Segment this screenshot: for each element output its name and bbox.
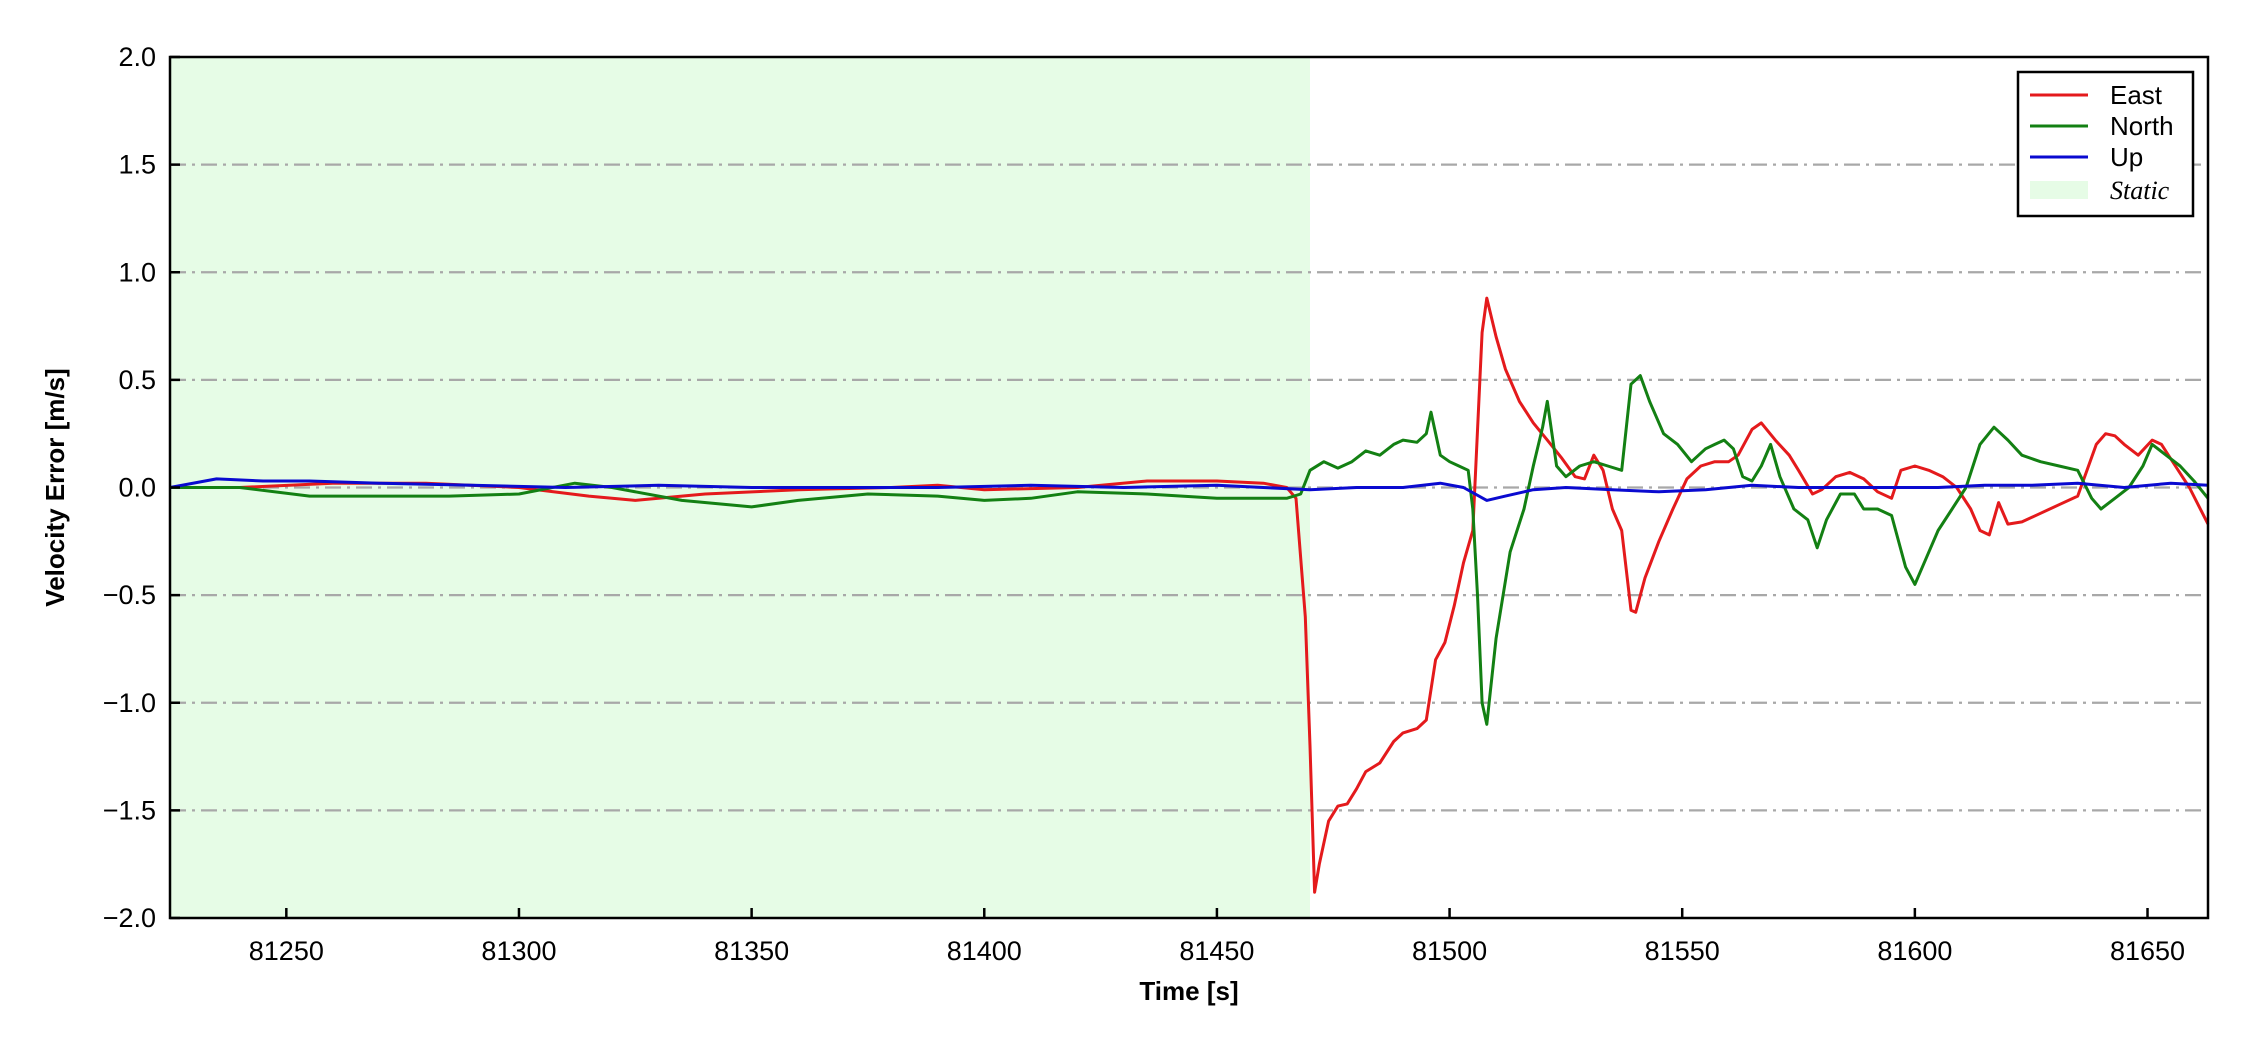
- x-tick-label: 81450: [1179, 936, 1254, 966]
- y-tick-label: 0.5: [118, 365, 156, 395]
- x-tick-label: 81400: [947, 936, 1022, 966]
- x-tick-label: 81500: [1412, 936, 1487, 966]
- legend-label-north: North: [2110, 111, 2174, 141]
- series-line-up: [169, 477, 2209, 502]
- x-tick-label: 81250: [249, 936, 324, 966]
- x-tick-label: 81300: [481, 936, 556, 966]
- y-tick-label: −2.0: [103, 903, 156, 933]
- y-tick-label: 0.0: [118, 473, 156, 503]
- legend: East North Up Static: [2016, 70, 2195, 218]
- y-tick-label: −1.0: [103, 688, 156, 718]
- y-axis-label: Velocity Error [m/s]: [40, 368, 70, 606]
- y-tick-label: 1.5: [118, 150, 156, 180]
- x-tick-label: 81550: [1645, 936, 1720, 966]
- x-tick-label: 81350: [714, 936, 789, 966]
- legend-label-east: East: [2110, 80, 2163, 110]
- legend-swatch-static: [2030, 181, 2088, 199]
- y-tick-label: 1.0: [118, 257, 156, 287]
- series-line-north: [170, 374, 2210, 726]
- y-tick-label: −0.5: [103, 580, 156, 610]
- axis-ticks: 81250 81300 81350 81400 81450 81500 81550 81600…: [103, 42, 2185, 966]
- series-lines: [169, 296, 2210, 894]
- x-tick-label: 81600: [1877, 936, 1952, 966]
- y-tick-label: 2.0: [118, 42, 156, 72]
- x-tick-label: 81650: [2110, 936, 2185, 966]
- y-tick-label: −1.5: [103, 795, 156, 825]
- legend-label-static: Static: [2110, 176, 2170, 205]
- legend-label-up: Up: [2110, 142, 2143, 172]
- x-axis-label: Time [s]: [1139, 976, 1238, 1006]
